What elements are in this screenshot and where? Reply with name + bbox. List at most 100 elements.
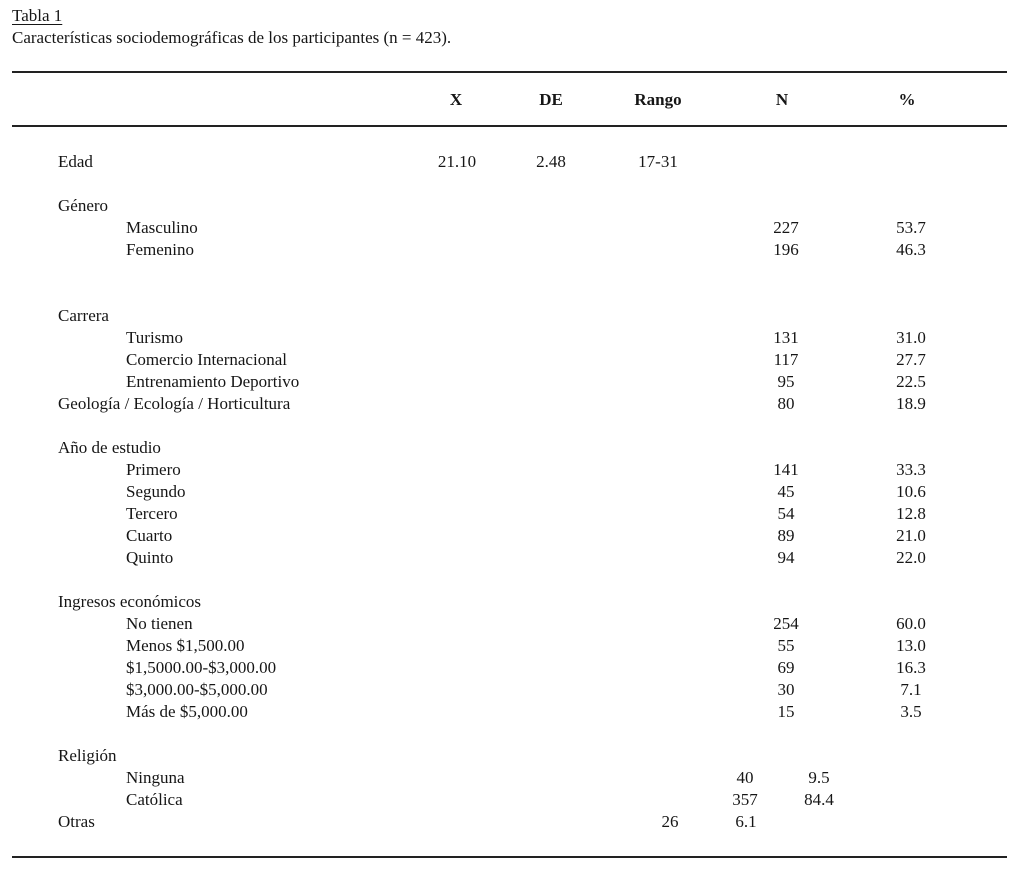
row-ano-de-estudio: Año de estudio	[0, 437, 1021, 459]
cell-percent: 84.4	[804, 790, 834, 809]
cell-n: 196	[773, 240, 799, 259]
table-body: Edad 21.10 2.48 17-31 Género Masculino 2…	[0, 151, 1021, 833]
table-rule-bottom	[12, 856, 1007, 858]
table-title-block: Tabla 1 Características sociodemográfica…	[12, 5, 451, 49]
row-label: Más de $5,000.00	[126, 702, 248, 721]
row-label: $1,5000.00-$3,000.00	[126, 658, 277, 677]
table-number-label: Tabla 1	[12, 6, 63, 25]
header-percent: %	[898, 90, 916, 109]
cell-n: 357	[732, 790, 758, 809]
row-ninguna: Ninguna 40 9.5	[0, 767, 1021, 789]
cell-percent: 31.0	[896, 328, 926, 347]
row-menos-1500: Menos $1,500.00 55 13.0	[0, 635, 1021, 657]
row-label: No tienen	[126, 614, 193, 633]
row-label: Católica	[126, 790, 183, 809]
cell-n: 45	[777, 482, 795, 501]
row-label: $3,000.00-$5,000.00	[126, 680, 268, 699]
row-label: Religión	[58, 746, 117, 765]
row-label: Comercio Internacional	[126, 350, 287, 369]
row-no-tienen: No tienen 254 60.0	[0, 613, 1021, 635]
cell-percent: 6.1	[735, 812, 757, 831]
row-femenino: Femenino 196 46.3	[0, 239, 1021, 261]
row-comercio-internacional: Comercio Internacional 117 27.7	[0, 349, 1021, 371]
cell-n: 40	[736, 768, 754, 787]
row-label: Quinto	[126, 548, 174, 567]
table-rule-header	[12, 125, 1007, 127]
cell-n: 26	[661, 812, 679, 831]
row-genero: Género	[0, 195, 1021, 217]
row-label: Masculino	[126, 218, 198, 237]
row-label: Menos $1,500.00	[126, 636, 245, 655]
cell-percent: 13.0	[896, 636, 926, 655]
cell-n: 94	[777, 548, 795, 567]
row-label: Cuarto	[126, 526, 173, 545]
cell-percent: 27.7	[896, 350, 926, 369]
row-quinto: Quinto 94 22.0	[0, 547, 1021, 569]
cell-n: 80	[777, 394, 795, 413]
table-caption: Características sociodemográficas de los…	[12, 28, 452, 47]
cell-percent: 10.6	[896, 482, 926, 501]
row-label: Segundo	[126, 482, 186, 501]
row-label: Geología / Ecología / Horticultura	[58, 394, 291, 413]
cell-n: 227	[773, 218, 799, 237]
row-religion: Religión	[0, 745, 1021, 767]
row-label: Turismo	[126, 328, 184, 347]
cell-n: 15	[777, 702, 795, 721]
header-mean: X	[449, 90, 463, 109]
row-label: Primero	[126, 460, 181, 479]
cell-n: 54	[777, 504, 795, 523]
row-segundo: Segundo 45 10.6	[0, 481, 1021, 503]
row-label: Carrera	[58, 306, 109, 325]
row-masculino: Masculino 227 53.7	[0, 217, 1021, 239]
row-catolica: Católica 357 84.4	[0, 789, 1021, 811]
cell-percent: 53.7	[896, 218, 926, 237]
cell-n: 254	[773, 614, 799, 633]
cell-n: 141	[773, 460, 799, 479]
cell-sd: 2.48	[536, 152, 566, 171]
row-label: Femenino	[126, 240, 194, 259]
row-ingresos-economicos: Ingresos económicos	[0, 591, 1021, 613]
cell-percent: 46.3	[896, 240, 926, 259]
table-header-row: X DE Rango N %	[0, 89, 1021, 111]
cell-n: 69	[777, 658, 795, 677]
row-cuarto: Cuarto 89 21.0	[0, 525, 1021, 547]
row-label: Tercero	[126, 504, 178, 523]
row-label: Otras	[58, 812, 95, 831]
cell-range: 17-31	[638, 152, 678, 171]
cell-n: 30	[777, 680, 795, 699]
cell-percent: 33.3	[896, 460, 926, 479]
cell-percent: 60.0	[896, 614, 926, 633]
cell-n: 95	[777, 372, 795, 391]
row-carrera: Carrera	[0, 305, 1021, 327]
row-primero: Primero 141 33.3	[0, 459, 1021, 481]
row-otras: Otras 26 6.1	[0, 811, 1021, 833]
row-label: Año de estudio	[58, 438, 161, 457]
row-1500-3000: $1,5000.00-$3,000.00 69 16.3	[0, 657, 1021, 679]
row-entrenamiento-deportivo: Entrenamiento Deportivo 95 22.5	[0, 371, 1021, 393]
cell-n: 89	[777, 526, 795, 545]
row-label: Entrenamiento Deportivo	[126, 372, 300, 391]
cell-percent: 22.0	[896, 548, 926, 567]
row-geologia-ecologia-horticultura: Geología / Ecología / Horticultura 80 18…	[0, 393, 1021, 415]
cell-percent: 22.5	[896, 372, 926, 391]
cell-mean: 21.10	[437, 152, 477, 171]
cell-n: 131	[773, 328, 799, 347]
table-rule-top	[12, 71, 1007, 73]
cell-percent: 16.3	[896, 658, 926, 677]
cell-percent: 18.9	[896, 394, 926, 413]
row-mas-de-5000: Más de $5,000.00 15 3.5	[0, 701, 1021, 723]
row-label: Edad	[58, 152, 93, 171]
cell-percent: 12.8	[896, 504, 926, 523]
header-range: Rango	[634, 90, 682, 109]
row-turismo: Turismo 131 31.0	[0, 327, 1021, 349]
row-edad: Edad 21.10 2.48 17-31	[0, 151, 1021, 173]
cell-n: 117	[773, 350, 799, 369]
header-n: N	[775, 90, 789, 109]
row-3000-5000: $3,000.00-$5,000.00 30 7.1	[0, 679, 1021, 701]
cell-percent: 9.5	[808, 768, 830, 787]
cell-percent: 21.0	[896, 526, 926, 545]
row-tercero: Tercero 54 12.8	[0, 503, 1021, 525]
row-label: Género	[58, 196, 109, 215]
cell-percent: 7.1	[900, 680, 922, 699]
